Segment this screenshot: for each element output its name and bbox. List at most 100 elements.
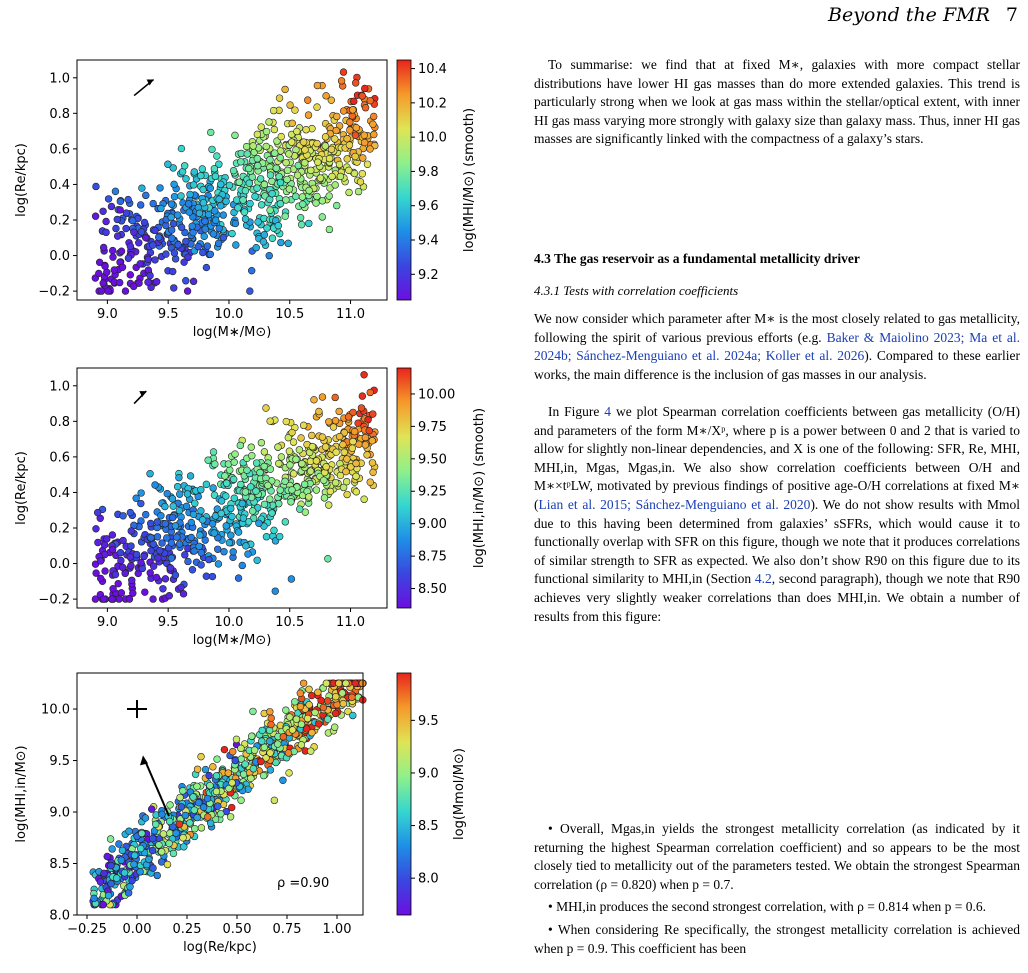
scatter-point xyxy=(210,529,218,537)
scatter-point xyxy=(344,413,353,421)
scatter-point xyxy=(234,528,243,536)
scatter-point xyxy=(343,135,351,143)
scatter-point xyxy=(171,522,180,530)
scatter-point xyxy=(335,160,344,169)
y-tick-label: 0.8 xyxy=(49,415,70,430)
scatter-point xyxy=(316,174,325,182)
scatter-point xyxy=(350,169,359,178)
scatter-point xyxy=(96,878,105,886)
x-tick-label: 11.0 xyxy=(336,307,365,322)
y-axis-label: log(Re/kpc) xyxy=(14,451,29,525)
scatter-point xyxy=(96,557,105,565)
colorbar-tick-label: 8.0 xyxy=(418,872,439,887)
scatter-point xyxy=(246,199,254,208)
scatter-point xyxy=(269,106,278,115)
x-tick-label: 9.5 xyxy=(158,615,179,630)
x-axis-label: log(M∗/M⊙) xyxy=(193,633,272,648)
citation-link[interactable]: Lian et al. 2015; Sánchez-Menguiano et a… xyxy=(538,496,811,512)
scatter-point xyxy=(99,279,107,287)
scatter-point xyxy=(132,494,140,502)
colorbar-tick-label: 10.0 xyxy=(418,131,447,146)
scatter-point xyxy=(95,258,104,267)
bullet-item: • When considering Re specifically, the … xyxy=(534,921,1020,956)
scatter-point xyxy=(305,685,313,693)
y-tick-label: 0.2 xyxy=(49,214,70,229)
scatter-point xyxy=(319,703,328,712)
x-axis-label: log(Re/kpc) xyxy=(183,940,257,955)
scatter-point xyxy=(120,869,129,877)
scatter-point xyxy=(270,796,279,805)
paragraph-text: ). We do not show results with Mmol due … xyxy=(534,496,1020,587)
scatter-point xyxy=(365,427,373,435)
scatter-point xyxy=(279,776,287,784)
scatter-point xyxy=(335,679,343,687)
scatter-point xyxy=(318,393,327,401)
scatter-point xyxy=(256,468,264,477)
scatter-point xyxy=(346,118,354,126)
scatter-point xyxy=(250,746,259,754)
scatter-point xyxy=(104,287,112,295)
scatter-point xyxy=(275,459,283,468)
scatter-point xyxy=(343,490,351,499)
scatter-point xyxy=(292,715,301,723)
scatter-point xyxy=(349,106,357,114)
scatter-point xyxy=(126,508,135,517)
scatter-point xyxy=(342,477,351,486)
scatter-point xyxy=(284,749,293,757)
scatter-point xyxy=(330,723,339,731)
scatter-point xyxy=(253,130,262,139)
scatter-point xyxy=(310,396,318,404)
scatter-point xyxy=(288,726,297,734)
scatter-point xyxy=(237,480,245,489)
scatter-point xyxy=(275,532,284,541)
scatter-point xyxy=(308,442,317,451)
scatter-point xyxy=(315,720,323,728)
y-tick-label: 0.0 xyxy=(49,249,70,264)
colorbar-label: log(MHI,in/M⊙) (smooth) xyxy=(472,408,487,568)
scatter-point xyxy=(185,208,193,216)
scatter-point xyxy=(312,457,321,465)
scatter-point xyxy=(351,79,360,87)
scatter-point xyxy=(360,131,368,139)
scatter-point xyxy=(343,455,351,463)
scatter-point xyxy=(203,794,212,803)
scatter-point xyxy=(124,254,133,262)
scatter-point xyxy=(201,225,209,233)
scatter-point xyxy=(212,772,221,780)
scatter-point xyxy=(249,142,257,150)
scatter-point xyxy=(224,769,232,777)
scatter-point xyxy=(149,562,158,570)
scatter-point xyxy=(325,225,334,234)
scatter-point xyxy=(189,277,198,286)
figure-link[interactable]: 4 xyxy=(604,404,612,419)
scatter-point xyxy=(157,204,165,213)
scatter-point xyxy=(296,505,304,513)
scatter-point xyxy=(276,178,285,187)
scatter-point xyxy=(229,747,237,756)
scatter-point xyxy=(138,829,146,838)
citation-link[interactable]: Baker & Maiolino 2023; Ma et al. 2024b; … xyxy=(534,329,1020,364)
scatter-point xyxy=(127,527,135,535)
scatter-point xyxy=(349,408,357,417)
scatter-point xyxy=(274,222,282,230)
x-axis-label: log(M∗/M⊙) xyxy=(193,325,272,340)
scatter-point xyxy=(156,184,164,192)
section-link[interactable]: 4.2 xyxy=(754,571,772,587)
scatter-point xyxy=(339,483,348,492)
scatter-point xyxy=(176,490,184,498)
scatter-point xyxy=(340,448,348,456)
scatter-point xyxy=(199,199,208,207)
x-tick-label: 11.0 xyxy=(336,615,365,630)
scatter-point xyxy=(313,81,322,90)
scatter-point xyxy=(206,184,214,192)
scatter-point xyxy=(128,216,137,225)
scatter-point xyxy=(331,478,340,487)
scatter-point xyxy=(235,178,243,186)
scatter-point xyxy=(187,533,195,542)
scatter-point xyxy=(169,849,178,858)
x-tick-label: 0.25 xyxy=(173,922,202,937)
scatter-point xyxy=(130,851,139,860)
scatter-point xyxy=(169,823,177,831)
scatter-point xyxy=(152,573,161,582)
scatter-point xyxy=(117,556,125,565)
